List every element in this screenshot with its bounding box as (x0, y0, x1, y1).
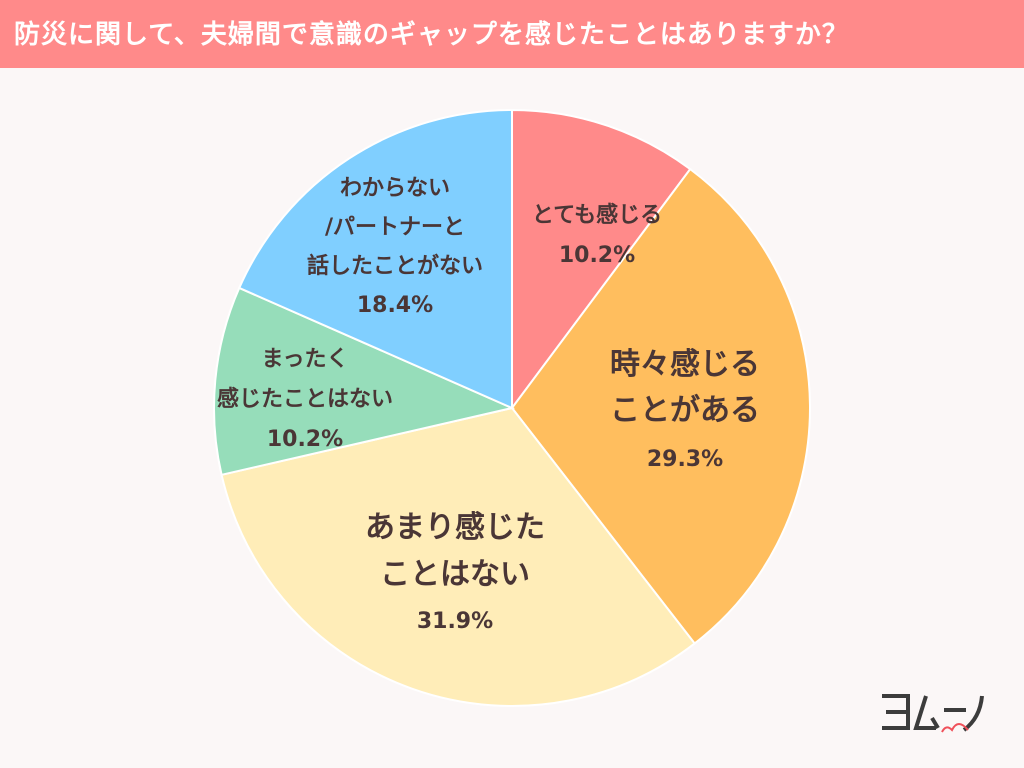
pie-slice (511, 108, 692, 412)
slice-label: まったく (261, 347, 348, 372)
slice-label: 感じたことはない (217, 386, 393, 412)
slice-percent-label: 31.9% (417, 609, 493, 634)
yomuno-logo (882, 694, 984, 733)
slice-label: 話したことがない (307, 253, 483, 279)
slice-percent-label: 18.4% (357, 293, 433, 318)
slice-percent-label: 10.2% (559, 243, 635, 268)
slice-label: ことはない (380, 557, 530, 592)
title-bar: 防災に関して、夫婦間で意識のギャップを感じたことはありますか？ (0, 0, 1024, 68)
slice-label: 時々感じる (610, 347, 760, 382)
slice-percent-label: 10.2% (267, 427, 343, 452)
slice-percent-label: 29.3% (647, 447, 723, 472)
pie-slice (220, 406, 697, 707)
slice-label: /パートナーと (325, 215, 465, 240)
pie-slice (510, 167, 811, 645)
pie-slice (237, 108, 513, 410)
slice-label: わからない (340, 176, 450, 201)
chart-title: 防災に関して、夫婦間で意識のギャップを感じたことはありますか？ (14, 20, 849, 50)
slice-label: ことがある (610, 393, 760, 428)
pie-slice (213, 286, 516, 477)
slice-label: とても感じる (532, 202, 662, 228)
slice-label: あまり感じた (365, 510, 545, 545)
